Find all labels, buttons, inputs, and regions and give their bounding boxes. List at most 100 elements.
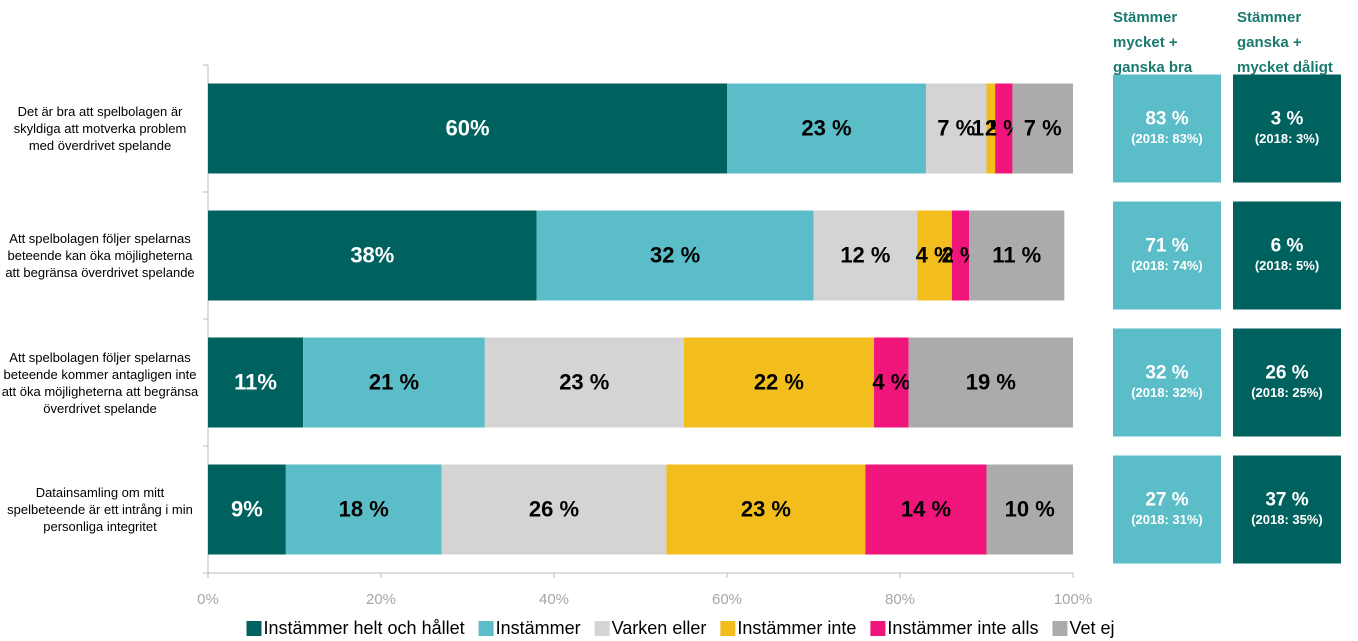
data-label: 9% (231, 496, 263, 521)
x-tick-label: 40% (539, 591, 569, 608)
category-label: Att spelbolagen följer spelarnas beteend… (5, 231, 195, 280)
category-label: Att spelbolagen följer spelarnas beteend… (1, 349, 199, 416)
data-label: 11 % (992, 242, 1041, 267)
summary-value: 6 % (1271, 236, 1304, 257)
summary-value: 83 % (1145, 109, 1188, 130)
bar-segment (813, 210, 918, 301)
summary-title: Stämmer mycket + ganska bra (1113, 9, 1193, 76)
summary-box (1233, 328, 1341, 437)
data-label: 60% (445, 115, 489, 140)
category-label: Datainsamling om mitt spelbeteende är et… (7, 485, 193, 534)
category-text: Det är bra att spelbolagen är skyldiga a… (13, 104, 187, 153)
x-tick-label: 100% (1054, 591, 1092, 608)
summary-box (1113, 201, 1221, 310)
legend-label: Instämmer inte (737, 618, 856, 638)
bar-segment (208, 337, 304, 428)
bar-segment (986, 464, 1073, 555)
data-label: 19 % (966, 369, 1016, 394)
category-text: Att spelbolagen följer spelarnas beteend… (1, 349, 199, 416)
legend-swatch (246, 621, 262, 636)
x-tick-label: 60% (712, 591, 742, 608)
legend-label: Instämmer helt och hållet (264, 618, 465, 638)
bar-segment (969, 210, 1065, 301)
bar-segment (441, 464, 667, 555)
category-label: Det är bra att spelbolagen är skyldiga a… (13, 104, 187, 153)
bar-segment (874, 337, 909, 428)
data-label: 23 % (741, 496, 791, 521)
legend-label: Vet ej (1069, 618, 1114, 638)
bar-segment (951, 210, 970, 301)
data-label: 7 % (1024, 115, 1062, 140)
bar-segment (995, 83, 1013, 174)
bar-segment (666, 464, 866, 555)
bar-segment (303, 337, 485, 428)
bar-segment (986, 83, 996, 174)
bar-segment (925, 83, 987, 174)
data-label: 10 % (1005, 496, 1055, 521)
summary-value: 27 % (1145, 490, 1188, 511)
data-label: 23 % (801, 115, 851, 140)
data-label: 23 % (559, 369, 609, 394)
summary-box (1233, 455, 1341, 564)
summary-note: (2018: 32%) (1131, 385, 1203, 400)
summary-box (1113, 328, 1221, 437)
bar-segment (917, 210, 952, 301)
category-text: Datainsamling om mitt spelbeteende är et… (7, 485, 193, 534)
summary-header: Stämmer mycket + ganska bra (1113, 9, 1193, 76)
data-label: 4 % (872, 369, 910, 394)
legend-swatch (478, 621, 494, 636)
summary-box (1113, 455, 1221, 564)
bar-segment (208, 210, 537, 301)
legend-swatch (1052, 621, 1068, 636)
data-label: 11% (234, 369, 277, 394)
summary-value: 3 % (1271, 109, 1304, 130)
data-label: 14 % (901, 496, 951, 521)
bar-segment (208, 83, 727, 174)
data-label: 32 % (650, 242, 700, 267)
x-tick-label: 80% (885, 591, 915, 608)
summary-box (1233, 74, 1341, 183)
bar-segment (865, 464, 987, 555)
summary-note: (2018: 25%) (1251, 385, 1323, 400)
summary-header: Stämmer ganska + mycket dåligt (1237, 9, 1333, 76)
summary-note: (2018: 31%) (1131, 512, 1203, 527)
legend: Instämmer helt och hållet Instämmer Varken… (246, 618, 1115, 638)
data-label: 12 % (840, 242, 890, 267)
summary-value: 71 % (1145, 236, 1188, 257)
data-label: 18 % (339, 496, 389, 521)
data-label: 21 % (369, 369, 419, 394)
data-label: 7 % (937, 115, 975, 140)
legend-label: Varken eller (612, 618, 707, 638)
bar-segment (683, 337, 875, 428)
bar-segment (484, 337, 684, 428)
summary-note: (2018: 74%) (1131, 258, 1203, 273)
summary-note: (2018: 3%) (1255, 131, 1319, 146)
data-label: 38% (350, 242, 394, 267)
legend-swatch (870, 621, 886, 636)
bar-segment (536, 210, 814, 301)
data-label: 22 % (754, 369, 804, 394)
data-label: 26 % (529, 496, 579, 521)
bar-segment (285, 464, 442, 555)
data-label: 4 % (916, 242, 954, 267)
summary-note: (2018: 35%) (1251, 512, 1323, 527)
summary-box (1113, 74, 1221, 183)
x-tick-label: 0% (197, 591, 219, 608)
legend-label: Instämmer (496, 618, 581, 638)
bar-segment (727, 83, 926, 174)
summary-value: 32 % (1145, 363, 1188, 384)
bar-segment (908, 337, 1073, 428)
bar-segment (208, 464, 286, 555)
legend-swatch (594, 621, 610, 636)
summary-note: (2018: 83%) (1131, 131, 1203, 146)
category-text: Att spelbolagen följer spelarnas beteend… (5, 231, 195, 280)
summary-value: 37 % (1265, 490, 1308, 511)
summary-box (1233, 201, 1341, 310)
summary-value: 26 % (1265, 363, 1308, 384)
legend-label: Instämmer inte alls (887, 618, 1038, 638)
x-tick-label: 20% (366, 591, 396, 608)
legend-swatch (720, 621, 736, 636)
summary-note: (2018: 5%) (1255, 258, 1319, 273)
summary-title: Stämmer ganska + mycket dåligt (1237, 9, 1333, 76)
